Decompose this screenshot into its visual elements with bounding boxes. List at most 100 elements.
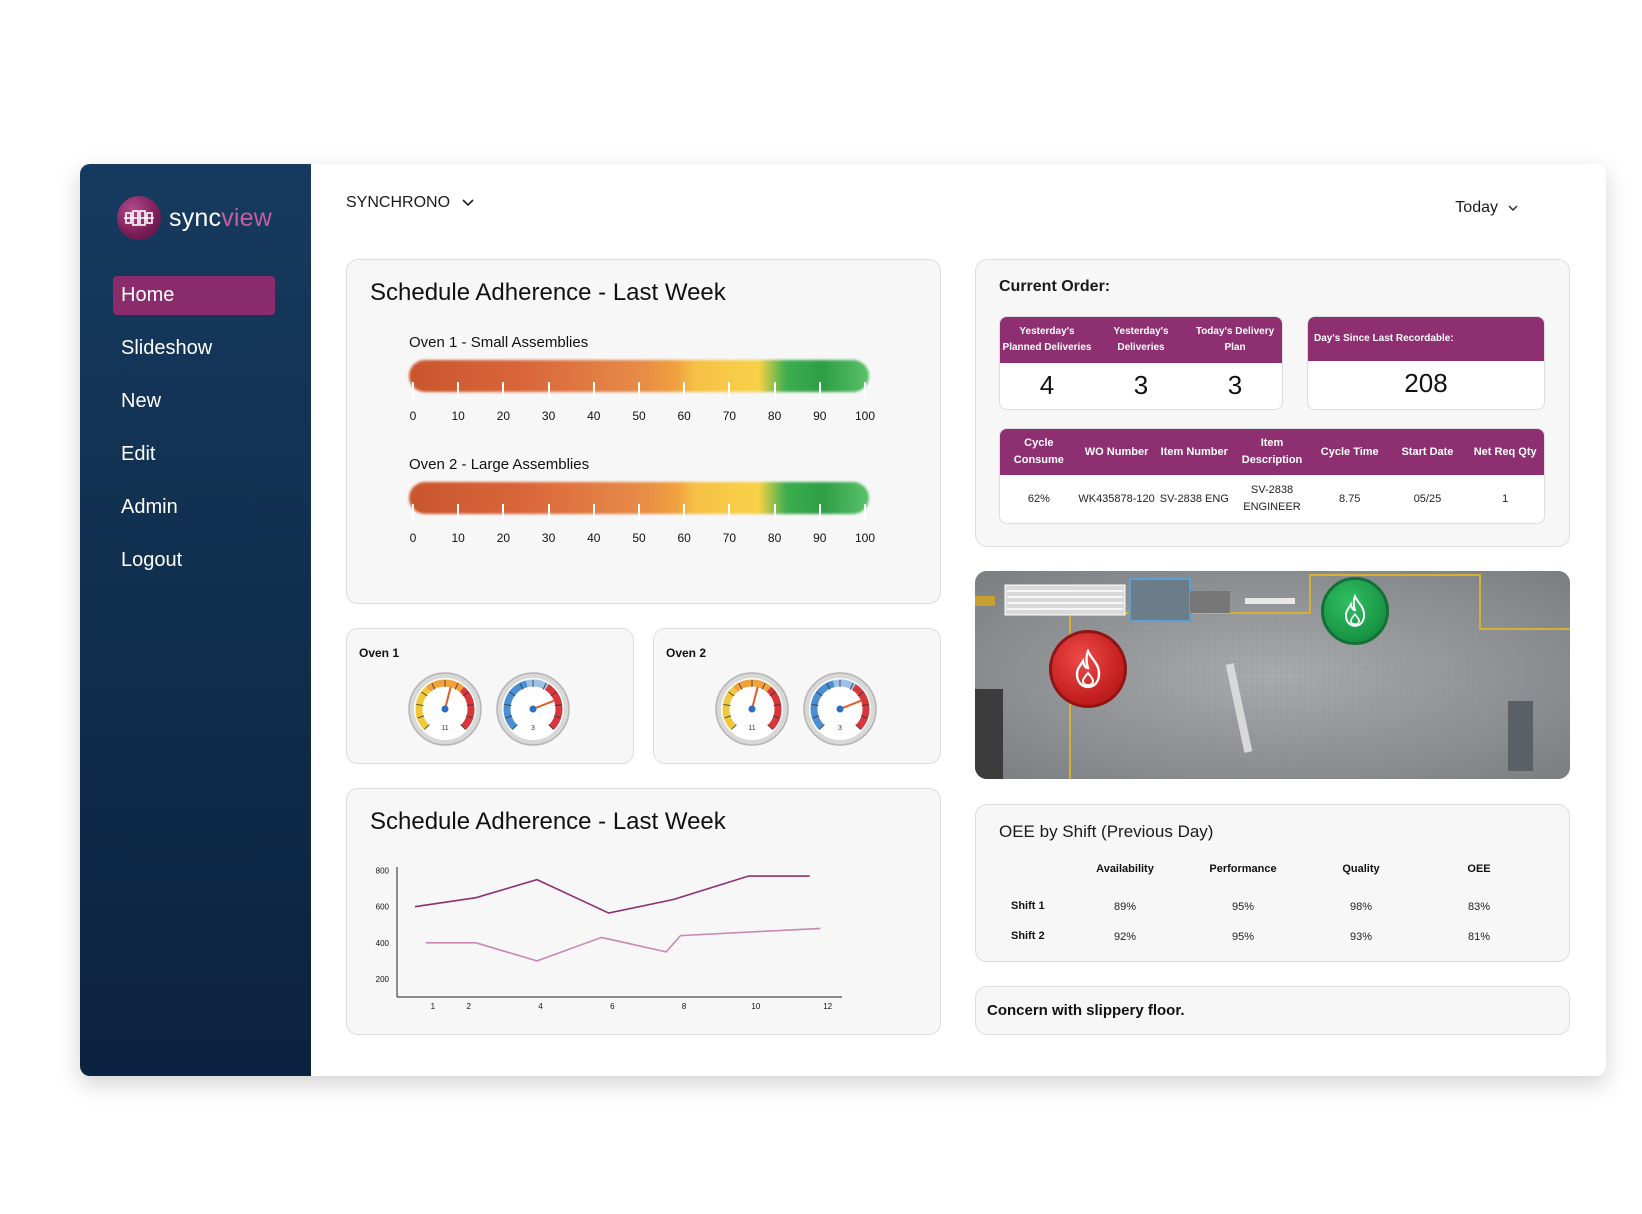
schedule-adherence-bars-card: Schedule Adherence - Last Week Oven 1 - …: [346, 259, 941, 604]
oee-value: 92%: [1113, 931, 1137, 943]
gauge-arc: [722, 686, 738, 730]
gauge-tick: [772, 715, 780, 719]
sidebar-item-slideshow[interactable]: Slideshow: [121, 337, 213, 359]
kpi-value: 208: [1404, 367, 1448, 398]
gauge-tick: [416, 704, 424, 706]
gauge-arc: [833, 679, 856, 691]
scale-tick-label: 90: [813, 409, 827, 423]
x-tick-label: 8: [682, 1002, 687, 1011]
gauge-card-title: Oven 2: [666, 646, 707, 660]
oee-col-header: OEE: [1467, 863, 1491, 875]
card-title: Current Order:: [999, 278, 1111, 295]
gauge-hub: [748, 705, 756, 713]
scale-tick-label: 50: [632, 409, 646, 423]
scale-tick: [818, 382, 821, 398]
oven-2-bar-label: Oven 2 - Large Assemblies: [409, 456, 590, 473]
table-row[interactable]: 62% WK435878-120 SV-2838 ENG SV-2838 ENGINE…: [1000, 475, 1544, 523]
scale-tick: [683, 504, 686, 520]
gauge-arc: [459, 686, 475, 730]
scale-tick-label: 30: [541, 409, 556, 423]
fire-hazard-marker-green[interactable]: [1321, 577, 1389, 645]
scale-tick: [457, 382, 460, 398]
gauge-tick: [773, 704, 781, 706]
gauge-hub: [441, 705, 449, 713]
scale-tick: [864, 382, 866, 398]
gauge-tick: [550, 691, 557, 697]
recordable-kpi-header: Day's Since Last Recordable:: [1308, 317, 1544, 361]
order-table-header-cell: Net Req Qty: [1473, 445, 1537, 458]
oven-2-gauge-warm: 11: [715, 672, 789, 746]
gauge-tick: [512, 724, 518, 730]
date-range-label: Today: [1455, 199, 1498, 216]
oven-1-scale: 0 10 20 30 40 50 60 70 80 90 100: [409, 382, 875, 423]
brand-logo[interactable]: syncview: [117, 196, 272, 240]
scale-tick: [592, 382, 595, 398]
gauge-tick: [509, 691, 516, 697]
oee-value: 95%: [1231, 931, 1255, 943]
gauge-arc: [544, 684, 563, 730]
oee-value: 89%: [1113, 901, 1137, 913]
order-table-header-cell: Start Date: [1401, 445, 1454, 458]
sidebar-item-home[interactable]: Home: [113, 276, 275, 315]
floor-map[interactable]: [975, 571, 1570, 779]
order-table-header-cell: Item Description: [1241, 437, 1303, 466]
order-table-header-cell: Cycle Consume: [1013, 437, 1064, 466]
scale-tick-label: 30: [541, 531, 556, 545]
scale-tick: [412, 382, 414, 398]
sidebar-item-edit[interactable]: Edit: [121, 443, 156, 465]
gauge-hub: [529, 705, 537, 713]
y-tick-label: 400: [376, 939, 390, 948]
sidebar-item-logout[interactable]: Logout: [121, 549, 183, 571]
oven-1-gauge-card: Oven 1 11 3: [346, 628, 634, 764]
gauge-tick: [548, 724, 554, 730]
x-tick-label: 10: [751, 1002, 760, 1011]
fire-icon: [1344, 594, 1366, 627]
scale-tick: [818, 504, 821, 520]
gauge-tick: [769, 691, 776, 697]
current-order-card: Current Order: Yesterday's Planned Deliv…: [975, 259, 1570, 547]
order-table-header: Cycle Consume WO Number Item Number Item De…: [1000, 429, 1544, 475]
scale-tick: [502, 382, 505, 398]
kpi-value: 3: [1133, 369, 1149, 400]
oven-1-gauge-warm: 11: [408, 672, 482, 746]
gauge-tick: [553, 715, 561, 719]
gauge-tick: [424, 724, 430, 730]
gauge-tick: [723, 704, 731, 706]
scale-tick-label: 80: [767, 409, 782, 423]
sidebar: syncview Home Slideshow New Edit Admin L…: [80, 164, 311, 1076]
gauge-tick: [812, 715, 820, 719]
scale-tick-label: 0: [409, 409, 417, 423]
date-range-dropdown[interactable]: Today: [1455, 199, 1518, 217]
gauge-tick: [542, 682, 547, 690]
gauge-tick: [857, 691, 864, 697]
logo-mark-icon: [117, 196, 161, 240]
delivery-kpis: Yesterday's Planned Deliveries Yesterday…: [999, 316, 1283, 410]
oven-1-bar-label: Oven 1 - Small Assemblies: [409, 334, 589, 351]
order-table-header-cell: Item Number: [1160, 445, 1228, 458]
scale-tick-label: 20: [496, 531, 511, 545]
oven-2-gauge-cool: 3: [803, 672, 877, 746]
fire-hazard-marker-red[interactable]: [1049, 630, 1127, 708]
x-tick-label: 1: [431, 1002, 436, 1011]
oven-2-scale: 0 10 20 30 40 50 60 70 80 90 100: [409, 504, 875, 545]
gauge-value: 3: [838, 725, 842, 732]
card-title: Schedule Adherence - Last Week: [370, 808, 726, 835]
brand-name-accent: view: [221, 203, 273, 232]
sidebar-item-new[interactable]: New: [121, 390, 162, 412]
scale-tick-label: 10: [451, 531, 465, 545]
scale-tick-label: 40: [587, 531, 601, 545]
scale-tick: [773, 504, 776, 520]
gauge-tick: [761, 682, 766, 690]
gauge-tick: [860, 715, 868, 719]
org-dropdown[interactable]: SYNCHRONO: [346, 194, 474, 212]
gauge-tick: [431, 682, 436, 690]
gauge-tick: [855, 724, 861, 730]
gauge-hub: [836, 705, 844, 713]
sidebar-item-admin[interactable]: Admin: [121, 496, 178, 518]
gauge-tick: [462, 691, 469, 697]
gauge-tick: [826, 682, 831, 690]
scale-tick-label: 70: [722, 531, 737, 545]
gauge-arc: [415, 686, 431, 730]
scale-tick-label: 60: [677, 531, 691, 545]
kpi-value: 3: [1227, 369, 1243, 400]
